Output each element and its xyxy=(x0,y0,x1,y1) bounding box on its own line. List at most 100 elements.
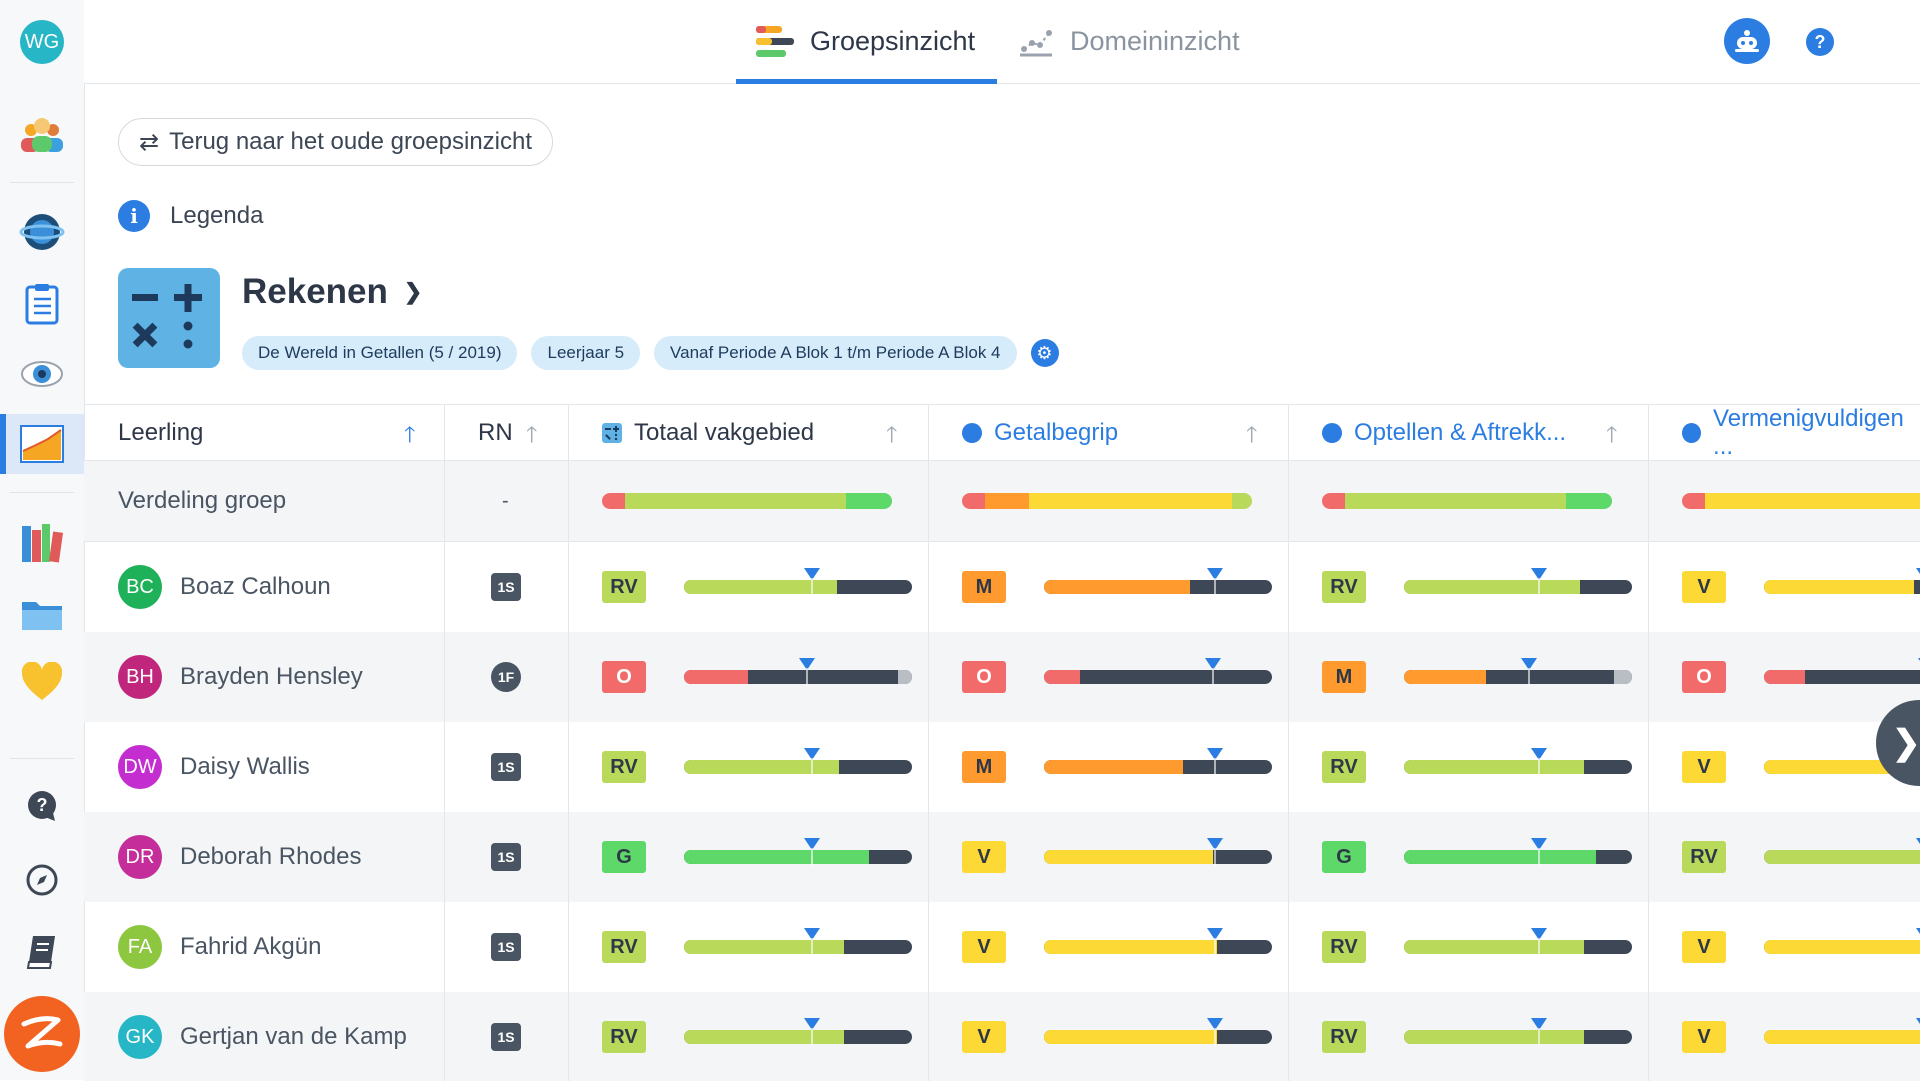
score-level-badge[interactable]: V xyxy=(1682,571,1726,603)
rn-badge[interactable]: 1S xyxy=(491,933,521,961)
score-level-badge[interactable]: RV xyxy=(602,751,646,783)
sort-arrow-up-icon[interactable]: 🡑 xyxy=(404,422,416,447)
score-bar[interactable] xyxy=(1764,1030,1920,1044)
score-bar[interactable] xyxy=(684,940,912,954)
student-name[interactable]: Gertjan van de Kamp xyxy=(180,1023,407,1050)
score-bar[interactable] xyxy=(684,670,912,684)
score-bar[interactable] xyxy=(1044,850,1272,864)
score-bar[interactable] xyxy=(1044,760,1272,774)
student-name[interactable]: Boaz Calhoun xyxy=(180,573,331,600)
score-level-badge[interactable]: G xyxy=(602,841,646,873)
score-bar[interactable] xyxy=(1044,940,1272,954)
sidebar-item-book[interactable] xyxy=(0,922,84,982)
sidebar-item-folder[interactable] xyxy=(0,584,84,644)
sort-arrow-up-icon[interactable]: 🡑 xyxy=(1246,422,1258,447)
column-header-rn[interactable]: RN xyxy=(478,405,513,460)
sidebar-item-planet[interactable] xyxy=(0,202,84,262)
score-bar[interactable] xyxy=(1764,670,1920,684)
score-bar[interactable] xyxy=(1044,1030,1272,1044)
rn-badge[interactable]: 1S xyxy=(491,753,521,781)
table-row[interactable]: BH Brayden Hensley 1F O O M O xyxy=(84,632,1920,722)
settings-gear-icon[interactable]: ⚙ xyxy=(1030,339,1059,367)
score-bar[interactable] xyxy=(1404,940,1632,954)
user-avatar[interactable]: WG xyxy=(0,12,84,72)
help-button[interactable]: ? xyxy=(1806,28,1834,56)
column-header-student[interactable]: Leerling xyxy=(118,405,203,460)
score-level-badge[interactable]: M xyxy=(962,571,1006,603)
profile-button[interactable] xyxy=(1724,18,1770,64)
score-bar[interactable] xyxy=(1764,580,1920,594)
filter-chip-period[interactable]: Vanaf Periode A Blok 1 t/m Periode A Blo… xyxy=(654,336,1017,370)
score-bar[interactable] xyxy=(684,760,912,774)
score-level-badge[interactable]: V xyxy=(1682,931,1726,963)
column-header-total[interactable]: Totaal vakgebied xyxy=(602,405,814,460)
filter-chip-method[interactable]: De Wereld in Getallen (5 / 2019) xyxy=(242,336,518,370)
student-name[interactable]: Brayden Hensley xyxy=(180,663,363,690)
sidebar-item-help[interactable]: ? xyxy=(0,776,84,836)
column-header-optellen[interactable]: Optellen & Aftrekk... xyxy=(1322,405,1566,460)
score-bar[interactable] xyxy=(1044,580,1272,594)
back-to-old-insight-button[interactable]: ⇄ Terug naar het oude groepsinzicht xyxy=(118,118,554,166)
score-bar[interactable] xyxy=(1404,580,1632,594)
score-level-badge[interactable]: O xyxy=(962,661,1006,693)
score-level-badge[interactable]: V xyxy=(1682,751,1726,783)
sort-arrow-up-icon[interactable]: 🡑 xyxy=(886,422,898,447)
score-bar[interactable] xyxy=(1404,1030,1632,1044)
sort-arrow-up-icon[interactable]: 🡑 xyxy=(1606,422,1618,447)
score-level-badge[interactable]: G xyxy=(1322,841,1366,873)
sort-arrow-up-icon[interactable]: 🡑 xyxy=(526,422,538,447)
score-bar[interactable] xyxy=(1044,670,1272,684)
brand-logo[interactable] xyxy=(0,996,84,1072)
table-row[interactable]: DR Deborah Rhodes 1S G V G RV xyxy=(84,812,1920,902)
sidebar-item-clipboard[interactable] xyxy=(0,274,84,334)
score-bar[interactable] xyxy=(1764,940,1920,954)
subject-selector[interactable]: Rekenen ❯ xyxy=(242,272,422,312)
sidebar-item-books[interactable] xyxy=(0,512,84,572)
score-level-badge[interactable]: RV xyxy=(1322,931,1366,963)
student-name[interactable]: Fahrid Akgün xyxy=(180,933,322,960)
score-level-badge[interactable]: RV xyxy=(1322,1021,1366,1053)
score-level-badge[interactable]: V xyxy=(1682,1021,1726,1053)
sidebar-item-group[interactable] xyxy=(0,104,84,164)
rn-badge[interactable]: 1S xyxy=(491,573,521,601)
rn-badge[interactable]: 1S xyxy=(491,1023,521,1051)
score-level-badge[interactable]: O xyxy=(602,661,646,693)
score-level-badge[interactable]: V xyxy=(962,841,1006,873)
rn-badge[interactable]: 1S xyxy=(491,843,521,871)
student-name[interactable]: Daisy Wallis xyxy=(180,753,310,780)
column-header-vermenigvuldigen[interactable]: Vermenigvuldigen ... xyxy=(1682,405,1920,460)
score-level-badge[interactable]: O xyxy=(1682,661,1726,693)
score-bar[interactable] xyxy=(1404,670,1632,684)
table-row[interactable]: GK Gertjan van de Kamp 1S RV V RV V xyxy=(84,992,1920,1081)
table-row[interactable]: DW Daisy Wallis 1S RV M RV V xyxy=(84,722,1920,812)
table-row[interactable]: FA Fahrid Akgün 1S RV V RV V xyxy=(84,902,1920,992)
score-level-badge[interactable]: M xyxy=(1322,661,1366,693)
score-level-badge[interactable]: RV xyxy=(1322,571,1366,603)
score-level-badge[interactable]: RV xyxy=(602,571,646,603)
legend-toggle[interactable]: i Legenda xyxy=(118,200,263,232)
sidebar-item-chart[interactable] xyxy=(0,414,84,474)
score-bar[interactable] xyxy=(1404,850,1632,864)
score-bar[interactable] xyxy=(1764,850,1920,864)
tab-groepsinzicht[interactable]: Groepsinzicht xyxy=(736,0,998,84)
sidebar-item-compass[interactable] xyxy=(0,850,84,910)
tab-domeininzicht[interactable]: Domeininzicht xyxy=(1018,0,1240,83)
score-level-badge[interactable]: RV xyxy=(1322,751,1366,783)
score-level-badge[interactable]: V xyxy=(962,931,1006,963)
score-level-badge[interactable]: RV xyxy=(1682,841,1726,873)
score-bar[interactable] xyxy=(684,850,912,864)
table-row[interactable]: BC Boaz Calhoun 1S RV M RV V xyxy=(84,542,1920,632)
score-bar[interactable] xyxy=(684,580,912,594)
score-level-badge[interactable]: RV xyxy=(602,1021,646,1053)
sidebar-item-heart[interactable] xyxy=(0,652,84,712)
score-bar[interactable] xyxy=(684,1030,912,1044)
student-name[interactable]: Deborah Rhodes xyxy=(180,843,362,870)
rn-badge[interactable]: 1F xyxy=(491,662,521,692)
sidebar-item-eye[interactable] xyxy=(0,344,84,404)
score-level-badge[interactable]: M xyxy=(962,751,1006,783)
filter-chip-year[interactable]: Leerjaar 5 xyxy=(531,336,641,370)
score-level-badge[interactable]: V xyxy=(962,1021,1006,1053)
score-level-badge[interactable]: RV xyxy=(602,931,646,963)
column-header-getalbegrip[interactable]: Getalbegrip xyxy=(962,405,1118,460)
score-bar[interactable] xyxy=(1404,760,1632,774)
